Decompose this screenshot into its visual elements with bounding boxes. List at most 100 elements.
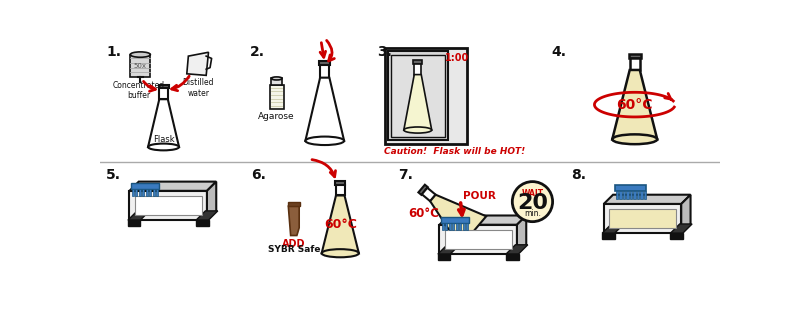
FancyBboxPatch shape <box>450 70 463 80</box>
Polygon shape <box>602 224 624 233</box>
Polygon shape <box>414 64 422 75</box>
Polygon shape <box>148 99 179 147</box>
Polygon shape <box>130 182 216 191</box>
Polygon shape <box>418 185 428 195</box>
Polygon shape <box>466 223 468 230</box>
Text: 4.: 4. <box>551 44 566 59</box>
Polygon shape <box>207 182 216 220</box>
Polygon shape <box>604 204 682 233</box>
Polygon shape <box>626 191 629 198</box>
Ellipse shape <box>130 52 150 57</box>
Polygon shape <box>438 254 450 260</box>
Text: 50x: 50x <box>134 63 147 69</box>
Polygon shape <box>158 84 169 88</box>
Polygon shape <box>609 209 676 228</box>
Ellipse shape <box>271 77 282 80</box>
Polygon shape <box>442 217 469 223</box>
Polygon shape <box>622 191 625 198</box>
Polygon shape <box>459 223 462 230</box>
Text: 2.: 2. <box>250 44 265 59</box>
Polygon shape <box>644 191 646 198</box>
Polygon shape <box>439 215 526 225</box>
Polygon shape <box>135 196 202 215</box>
Polygon shape <box>130 191 207 220</box>
Polygon shape <box>637 191 639 198</box>
Polygon shape <box>430 195 486 247</box>
Polygon shape <box>438 245 459 254</box>
Text: 1.: 1. <box>106 44 122 59</box>
Text: 7.: 7. <box>398 168 414 182</box>
Text: SYBR Safe: SYBR Safe <box>267 245 320 254</box>
Polygon shape <box>439 225 517 254</box>
Text: 5.: 5. <box>106 168 122 182</box>
Polygon shape <box>131 183 158 189</box>
Ellipse shape <box>404 127 432 133</box>
Text: 20: 20 <box>517 193 548 213</box>
Polygon shape <box>320 65 330 78</box>
Polygon shape <box>196 220 209 226</box>
Text: 6.: 6. <box>251 168 266 182</box>
Polygon shape <box>387 52 448 140</box>
Polygon shape <box>128 211 150 220</box>
Polygon shape <box>422 188 436 201</box>
Text: Concentrated
buffer: Concentrated buffer <box>113 81 165 100</box>
FancyBboxPatch shape <box>450 84 463 94</box>
Text: WAIT: WAIT <box>522 189 543 198</box>
Polygon shape <box>452 223 454 230</box>
Polygon shape <box>306 78 344 141</box>
Polygon shape <box>390 55 445 137</box>
Polygon shape <box>271 78 282 84</box>
Polygon shape <box>615 185 646 191</box>
Text: 60°C: 60°C <box>324 218 357 231</box>
Polygon shape <box>414 60 422 64</box>
Text: ADD: ADD <box>282 239 306 249</box>
Ellipse shape <box>612 134 658 144</box>
Text: Flask: Flask <box>153 135 174 144</box>
Circle shape <box>512 182 553 222</box>
Polygon shape <box>196 211 218 220</box>
Polygon shape <box>146 189 148 196</box>
Text: Caution!  Flask will be HOT!: Caution! Flask will be HOT! <box>384 147 525 156</box>
Polygon shape <box>604 195 690 204</box>
Polygon shape <box>619 191 622 198</box>
Polygon shape <box>130 55 150 77</box>
Ellipse shape <box>322 249 359 257</box>
FancyBboxPatch shape <box>450 52 464 65</box>
Polygon shape <box>131 189 134 196</box>
Polygon shape <box>612 70 658 139</box>
Polygon shape <box>616 191 618 198</box>
Polygon shape <box>455 223 458 230</box>
Polygon shape <box>335 181 346 185</box>
Text: min.: min. <box>524 210 541 219</box>
Polygon shape <box>682 195 690 233</box>
Polygon shape <box>149 189 151 196</box>
Polygon shape <box>128 220 140 226</box>
Polygon shape <box>506 245 528 254</box>
Text: 8.: 8. <box>571 168 586 182</box>
Polygon shape <box>322 196 359 253</box>
Polygon shape <box>449 223 451 230</box>
Text: 3.: 3. <box>378 44 392 59</box>
Text: POUR: POUR <box>463 191 496 201</box>
Polygon shape <box>142 189 144 196</box>
Polygon shape <box>287 203 300 206</box>
Polygon shape <box>336 185 345 196</box>
Text: 60°C: 60°C <box>617 98 653 112</box>
Polygon shape <box>630 191 632 198</box>
Polygon shape <box>270 84 284 109</box>
Polygon shape <box>462 223 465 230</box>
Polygon shape <box>319 61 330 65</box>
Polygon shape <box>506 254 518 260</box>
Polygon shape <box>629 54 641 58</box>
Text: Agarose: Agarose <box>258 112 295 121</box>
FancyBboxPatch shape <box>450 98 463 108</box>
Text: Distilled
water: Distilled water <box>182 78 214 98</box>
Polygon shape <box>670 224 692 233</box>
Polygon shape <box>442 223 444 230</box>
Polygon shape <box>156 189 158 196</box>
Polygon shape <box>445 223 447 230</box>
Polygon shape <box>517 215 526 254</box>
Polygon shape <box>630 58 640 70</box>
Ellipse shape <box>148 144 179 150</box>
Polygon shape <box>602 233 614 239</box>
